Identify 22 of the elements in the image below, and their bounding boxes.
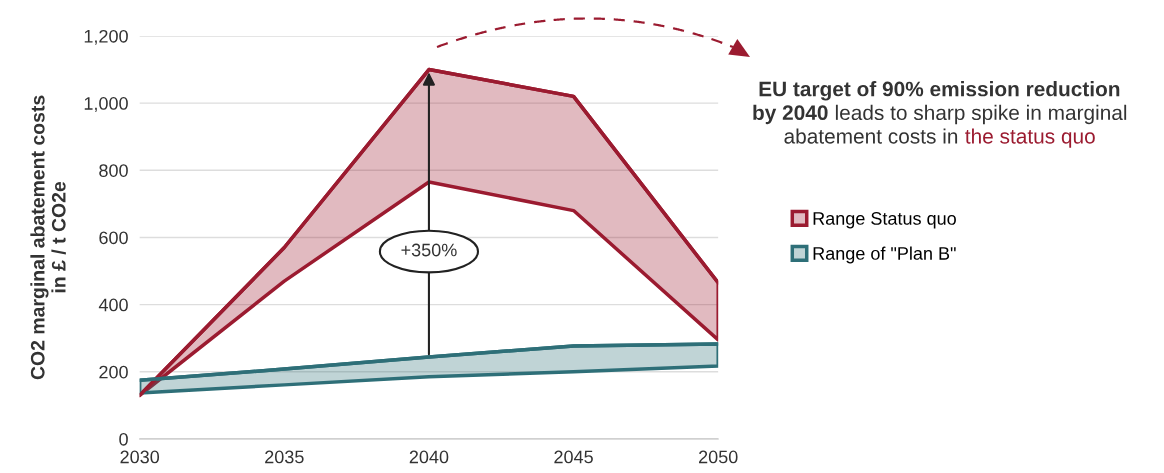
text: abatement costs in bbox=[784, 128, 958, 144]
y-tick-label: 200 bbox=[99, 365, 128, 379]
legend-label: Range of "Plan B" bbox=[813, 246, 956, 264]
line-series bbox=[139, 342, 719, 382]
x-tick-label: 2030 bbox=[120, 450, 160, 464]
y-tick-label: 600 bbox=[99, 231, 128, 245]
y-tick-label: 1,000 bbox=[84, 97, 128, 112]
legend-label: Range Status quo bbox=[813, 212, 956, 229]
x-tick-label: 2045 bbox=[554, 450, 593, 464]
y-tick-label: 800 bbox=[99, 164, 128, 177]
text: by 2040 bbox=[753, 104, 828, 125]
y-tick-label: 0 bbox=[119, 432, 128, 446]
y-tick-label: 1,200 bbox=[84, 29, 128, 45]
y-axis-title: CO2 marginal abatement costs in £ / t CO2e bbox=[30, 95, 66, 380]
annotation: +350% bbox=[401, 243, 457, 257]
text: EU target of 90% emission reduction bbox=[759, 81, 1120, 101]
x-tick-label: 2040 bbox=[409, 450, 449, 464]
y-tick-label: 400 bbox=[98, 298, 128, 312]
x-tick-label: 2035 bbox=[265, 450, 304, 464]
text: leads to sharp spike in marginal bbox=[835, 104, 1127, 125]
text: the status quo bbox=[965, 128, 1095, 148]
x-tick-label: 2050 bbox=[699, 450, 738, 464]
